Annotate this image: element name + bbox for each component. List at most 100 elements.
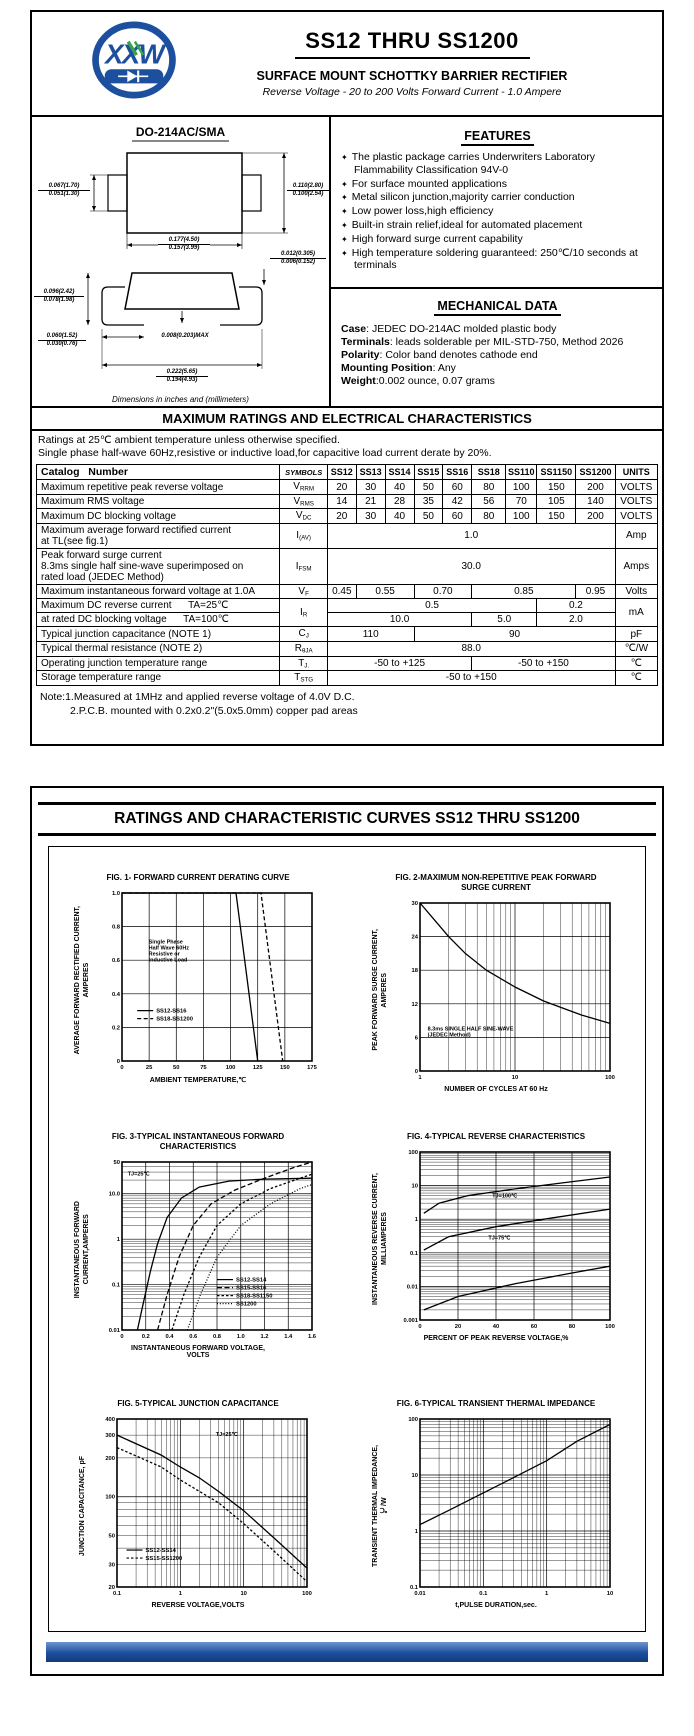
package-name: DO-214AC/SMA [32, 125, 329, 142]
table-cell: -50 to +125 [326, 655, 473, 672]
table-cell: at rated DC blocking voltage TA=100℃ [35, 612, 281, 628]
figure-4-xlabel: PERCENT OF PEAK REVERSE VOLTAGE,% [423, 1335, 569, 1343]
table-cell: SS1200 [575, 464, 616, 481]
figure-6-xlabel: t,PULSE DURATION,sec. [455, 1602, 537, 1610]
table-cell: VDC [279, 508, 328, 524]
table-cell: 150 [536, 479, 577, 495]
figure-2: FIG. 2-MAXIMUM NON-REPETITIVE PEAK FORWA… [347, 865, 645, 1097]
table-cell: VOLTS [614, 493, 659, 510]
svg-text:50: 50 [173, 1065, 179, 1071]
figure-5-plot: 0.1 1 10 100 400 300 200 100 50 30 20 TJ=25℃ SS12-SS… [106, 1417, 313, 1597]
table-cell: 20 [326, 508, 357, 524]
table-cell: 0.5 [326, 598, 538, 614]
package-drawing-panel: DO-214AC/SMA [32, 117, 331, 406]
table-row: Maximum average forward rectified curren… [35, 522, 659, 549]
svg-text:50: 50 [113, 1160, 119, 1166]
svg-text:0.4: 0.4 [112, 992, 121, 998]
figure-5-title: FIG. 5-TYPICAL JUNCTION CAPACITANCE [117, 1399, 279, 1409]
dim-body-height: 0.110(2.80) 0.100(2.54) [287, 183, 329, 199]
table-cell: ℃ [614, 670, 659, 686]
svg-text:30: 30 [109, 1562, 115, 1568]
svg-text:1.4: 1.4 [284, 1334, 293, 1340]
svg-text:40: 40 [493, 1324, 499, 1330]
table-cell: Peak forward surge current 8.3ms single … [35, 547, 281, 585]
table-cell: ℃ [614, 655, 659, 672]
svg-text:10: 10 [512, 1075, 518, 1081]
figure-4: FIG. 4-TYPICAL REVERSE CHARACTERISTICS I… [347, 1124, 645, 1363]
svg-text:1.6: 1.6 [308, 1334, 317, 1340]
table-cell: Maximum average forward rectified curren… [35, 522, 281, 549]
svg-text:1: 1 [179, 1591, 183, 1597]
table-cell: 200 [575, 508, 616, 524]
svg-text:10.0: 10.0 [108, 1192, 119, 1198]
feature-item: ✦ High forward surge current capability [341, 232, 523, 245]
svg-text:10: 10 [411, 1184, 417, 1190]
table-cell: 0.85 [471, 583, 577, 600]
diode-icon [118, 70, 149, 83]
table-row: Maximum DC reverse current TA=25℃ IR 0.5 0.… [35, 598, 659, 628]
mech-row: Weight:0.002 ounce, 0.07 grams [341, 375, 495, 388]
svg-text:60: 60 [531, 1324, 537, 1330]
package-outline-drawing [86, 152, 288, 369]
table-cell: 2.0 [536, 612, 616, 628]
svg-text:100: 100 [408, 1150, 418, 1156]
ratings-heading: MAXIMUM RATINGS AND ELECTRICAL CHARACTER… [32, 406, 662, 431]
svg-text:TJ=25℃: TJ=25℃ [127, 1171, 150, 1178]
table-cell: 100 [505, 479, 538, 495]
sheet-1: XXW SS12 THRU SS1200 SURFACE MOUNT SCHOT… [30, 10, 664, 746]
mechanical-data-section: MECHANICAL DATA Case: JEDEC DO-214AC mol… [331, 289, 662, 398]
svg-text:18: 18 [411, 968, 418, 974]
mechanical-heading: MECHANICAL DATA [341, 299, 654, 317]
dim-lead-length: 0.060(1.52) 0.030(0.76) [38, 333, 86, 349]
bullet-icon: ✦ [341, 248, 348, 258]
bullet-icon: ✦ [341, 207, 348, 217]
svg-text:SS12-SS14: SS12-SS14 [146, 1548, 177, 1554]
table-cell: 140 [575, 493, 616, 510]
figure-1-ylabel: AVERAGE FORWARD RECTIFIED CURRENT, AMPER… [74, 905, 90, 1054]
svg-text:30: 30 [411, 901, 417, 907]
svg-text:10: 10 [241, 1591, 247, 1597]
table-cell: -50 to +150 [471, 655, 616, 672]
table-cell: 5.0 [471, 612, 538, 628]
svg-text:0.01: 0.01 [108, 1328, 120, 1334]
table-cell: Maximum instantaneous forward voltage at… [35, 583, 281, 600]
datasheet-page: XXW SS12 THRU SS1200 SURFACE MOUNT SCHOT… [0, 10, 694, 1676]
svg-text:0.01: 0.01 [414, 1591, 426, 1597]
table-cell: Amp [614, 522, 659, 549]
bullet-icon: ✦ [341, 153, 348, 162]
table-cell: Typical thermal resistance (NOTE 2) [35, 640, 281, 657]
svg-text:SS15-SS1200: SS15-SS1200 [146, 1556, 183, 1562]
svg-text:175: 175 [307, 1065, 317, 1071]
table-cell: -50 to +150 [326, 670, 616, 686]
figures-frame: FIG. 1- FORWARD CURRENT DERATING CURVE A… [48, 845, 646, 1632]
table-cell: SS14 [384, 464, 415, 481]
table-cell: 40 [384, 479, 415, 495]
mech-row: Polarity: Color band denotes cathode end [341, 349, 538, 362]
table-cell: 20 [326, 479, 357, 495]
table-row: Maximum repetitive peak reverse voltage V… [35, 479, 659, 495]
table-cell: Operating junction temperature range [35, 655, 281, 672]
figure-2-xlabel: NUMBER OF CYCLES AT 60 Hz [444, 1085, 548, 1093]
table-row: Peak forward surge current 8.3ms single … [35, 547, 659, 585]
figure-6-ylabel: TRANSIENT THERMAL IMPEDANCE, ℃/W [372, 1445, 388, 1568]
table-cell: 0.45 [326, 583, 357, 600]
table-cell: SS16 [442, 464, 473, 481]
table-cell: 200 [575, 479, 616, 495]
curves-heading: RATINGS AND CHARACTERISTIC CURVES SS12 T… [38, 801, 656, 836]
figure-5: FIG. 5-TYPICAL JUNCTION CAPACITANCE JUNC… [49, 1391, 347, 1613]
table-cell: mA [614, 598, 659, 628]
table-cell: 60 [442, 479, 473, 495]
table-row: Catalog Number SYMBOLS SS12 SS13 SS14 SS15 SS1… [35, 464, 659, 481]
table-cell: 80 [471, 508, 507, 524]
table-cell: IFSM [279, 547, 328, 585]
svg-text:SS12-SS14: SS12-SS14 [236, 1278, 267, 1284]
figure-3: FIG. 3-TYPICAL INSTANTANEOUS FORWARD CHA… [49, 1124, 347, 1363]
features-heading: FEATURES [341, 129, 654, 146]
svg-text:0.4: 0.4 [165, 1334, 174, 1340]
svg-text:150: 150 [280, 1065, 290, 1071]
svg-text:6: 6 [415, 1035, 419, 1041]
feature-item: ✦ Metal silicon junction,majority carrier… [341, 191, 575, 204]
table-cell: TJ. [279, 655, 328, 672]
package-drawing: 0.067(1.70) 0.051(1.30) 0.110(2.80) 0.10… [32, 141, 329, 393]
